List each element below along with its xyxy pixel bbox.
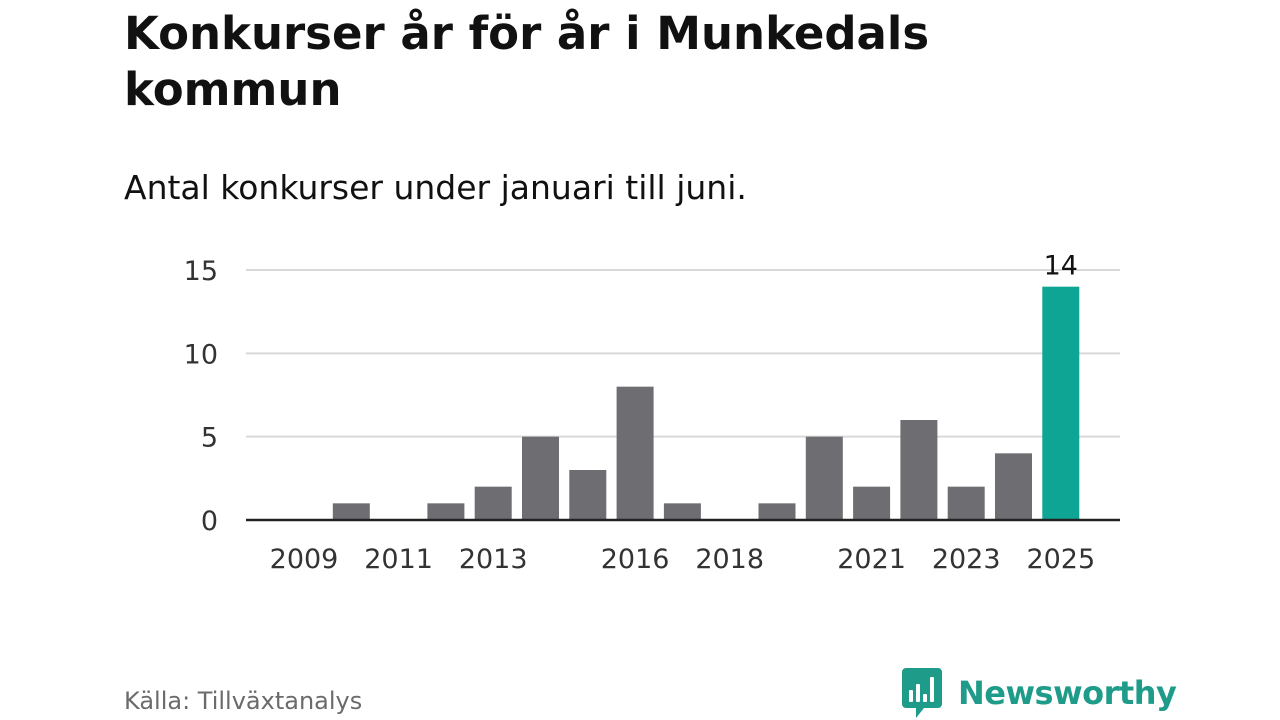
data-labels: 14: [1044, 251, 1078, 282]
bar-2024: [995, 453, 1032, 520]
x-tick-label: 2013: [459, 544, 528, 575]
data-label: 14: [1044, 251, 1078, 282]
x-tick-label: 2011: [364, 544, 433, 575]
chart-subtitle: Antal konkurser under januari till juni.: [124, 168, 747, 207]
bar-2016: [616, 386, 654, 520]
y-tick-label: 15: [184, 256, 218, 287]
bar-2015: [569, 470, 607, 520]
x-tick-label: 2023: [932, 544, 1001, 575]
bar-2019: [758, 503, 796, 520]
bar-2012: [427, 503, 465, 520]
y-axis-tick-labels: 0 5 10 15: [184, 256, 218, 537]
chart-title: Konkurser år för år i Munkedals kommun: [124, 7, 930, 116]
bar-2021: [853, 486, 891, 520]
bar-2023: [947, 486, 985, 520]
gridlines: [246, 269, 1120, 438]
bar-2014: [522, 436, 559, 520]
bar-2025: [1042, 286, 1080, 520]
brand-name: Newsworthy: [958, 674, 1177, 712]
y-tick-label: 10: [184, 339, 218, 370]
y-tick-label: 0: [201, 506, 218, 537]
x-tick-label: 2025: [1026, 544, 1095, 575]
bar-2017: [663, 503, 701, 520]
y-tick-label: 5: [201, 423, 218, 454]
bar-2013: [474, 486, 512, 520]
x-axis-tick-labels: 2009 2011 2013 2016 2018 2021 2023 2025: [270, 544, 1096, 575]
bar-chart-speech-bubble-icon: [902, 668, 942, 718]
x-tick-label: 2021: [837, 544, 906, 575]
bar-2010: [332, 503, 370, 520]
x-tick-label: 2009: [270, 544, 339, 575]
bar-2022: [900, 420, 938, 520]
x-tick-label: 2016: [601, 544, 670, 575]
source-note: Källa: Tillväxtanalys: [124, 687, 363, 715]
bar-2020: [805, 436, 843, 520]
newsworthy-logo: Newsworthy: [902, 668, 1177, 718]
x-tick-label: 2018: [695, 544, 764, 575]
bars: [332, 286, 1080, 520]
